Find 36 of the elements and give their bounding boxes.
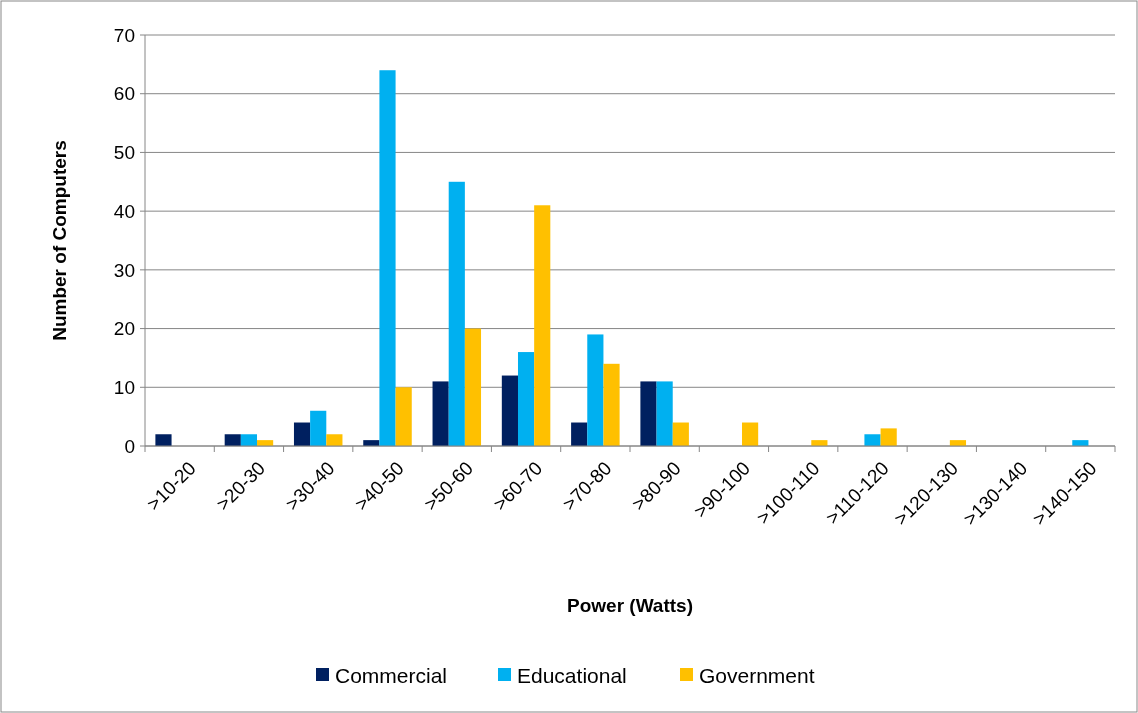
y-tick-label: 60: [113, 83, 135, 105]
bar: [672, 422, 689, 446]
bar: [501, 375, 518, 446]
bar: [240, 434, 258, 446]
bar: [379, 70, 396, 446]
bar: [864, 434, 881, 446]
legend-label: Commercial: [335, 664, 448, 688]
legend-label: Educational: [517, 664, 627, 688]
bar: [742, 422, 759, 446]
bar: [310, 410, 327, 446]
bar: [880, 428, 897, 446]
legend-label: Government: [699, 664, 815, 688]
bar: [603, 363, 620, 446]
bar: [640, 381, 657, 446]
bar: [155, 434, 172, 446]
y-tick-label: 0: [124, 435, 135, 457]
bar: [432, 381, 449, 446]
bar: [326, 434, 343, 446]
y-tick-label: 40: [113, 200, 135, 222]
bar: [293, 422, 311, 446]
bar: [517, 352, 535, 446]
bar: [571, 422, 588, 446]
y-tick-label: 20: [113, 318, 135, 340]
bar: [224, 434, 241, 446]
y-axis-title: Number of Computers: [49, 140, 70, 341]
x-axis-title: Power (Watts): [567, 595, 693, 616]
y-tick-label: 70: [113, 24, 135, 46]
bar: [395, 387, 412, 446]
bar: [464, 328, 482, 446]
bar: [448, 181, 465, 446]
y-tick-label: 50: [113, 142, 135, 164]
bar: [656, 381, 673, 446]
bar: [587, 334, 604, 446]
y-tick-label: 30: [113, 259, 135, 281]
bar: [534, 205, 551, 446]
y-tick-label: 10: [113, 376, 135, 398]
